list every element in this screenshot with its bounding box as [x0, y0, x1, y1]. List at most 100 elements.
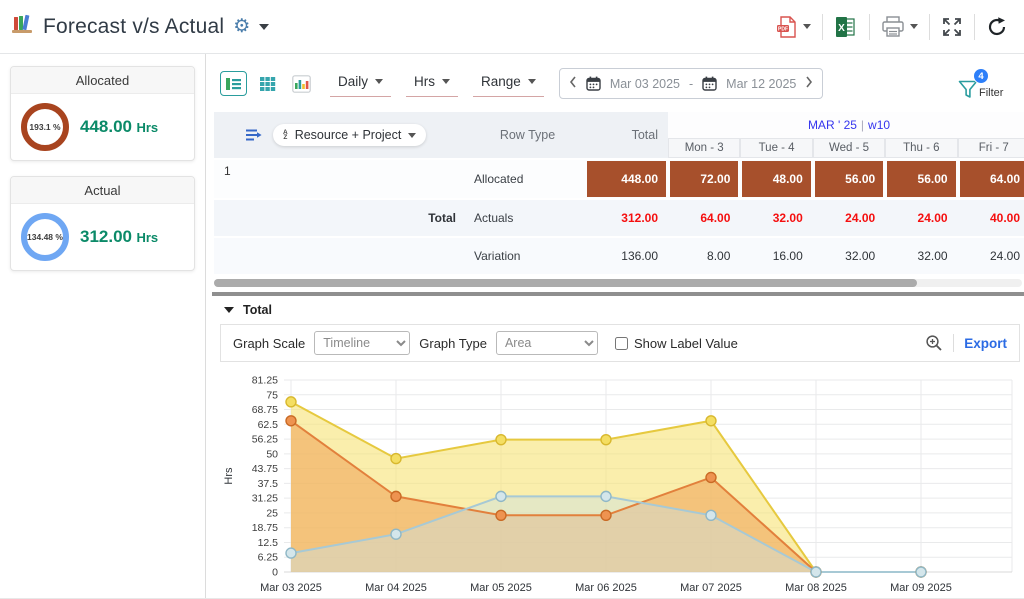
forecast-table: AZ Resource + Project Row Type Total MAR…	[214, 112, 1024, 274]
date-from[interactable]: Mar 03 2025	[610, 77, 680, 91]
title-dropdown-caret-icon[interactable]	[259, 24, 269, 30]
chevron-down-icon	[408, 133, 416, 138]
row-index	[214, 198, 242, 236]
svg-text:68.75: 68.75	[252, 404, 278, 416]
export-pdf-button[interactable]: PDF	[776, 15, 811, 39]
svg-text:62.5: 62.5	[258, 419, 279, 431]
allocated-card-title: Allocated	[11, 67, 194, 94]
area-chart: 06.2512.518.752531.2537.543.755056.2562.…	[212, 362, 1024, 599]
actual-unit: Hrs	[136, 230, 158, 245]
allocated-percent-ring: 193.1 %	[21, 103, 69, 151]
view-toolbar: Daily Hrs Range	[212, 66, 1024, 112]
refresh-button[interactable]	[986, 16, 1008, 38]
unit-dropdown[interactable]: Hrs	[406, 68, 458, 97]
svg-text:Mar 08 2025: Mar 08 2025	[785, 582, 847, 594]
day-cell: 8.00	[668, 236, 740, 274]
divider	[953, 334, 954, 352]
group-label	[242, 158, 470, 198]
graph-type-select[interactable]: Area	[496, 331, 598, 355]
svg-text:75: 75	[266, 389, 278, 401]
print-button[interactable]	[881, 16, 918, 38]
svg-text:Mar 07 2025: Mar 07 2025	[680, 582, 742, 594]
day-cell: 48.00	[742, 161, 810, 197]
next-period-button[interactable]	[805, 76, 813, 91]
chart-view-button[interactable]	[288, 71, 315, 96]
svg-text:0: 0	[272, 567, 278, 579]
day-cell: 16.00	[740, 236, 812, 274]
date-separator: -	[689, 77, 693, 91]
graph-scale-label: Graph Scale	[233, 336, 305, 351]
scrollbar-thumb[interactable]	[214, 279, 917, 287]
total-cell: 448.00	[587, 161, 666, 197]
range-mode-value: Range	[481, 74, 521, 89]
day-cell: 24.00	[885, 198, 957, 236]
allocated-unit: Hrs	[136, 120, 158, 135]
show-label-value-checkbox[interactable]	[615, 337, 628, 350]
group-label: Total	[242, 198, 470, 236]
zoom-in-icon[interactable]	[925, 334, 943, 352]
total-cell: 312.00	[585, 198, 668, 236]
svg-text:Mar 05 2025: Mar 05 2025	[470, 582, 532, 594]
actual-card: Actual 134.48 % 312.00 Hrs	[10, 176, 195, 271]
day-cell: 24.00	[958, 236, 1024, 274]
collapse-triangle-icon	[224, 307, 234, 313]
svg-text:Mar 03 2025: Mar 03 2025	[260, 582, 322, 594]
frequency-value: Daily	[338, 74, 368, 89]
fullscreen-button[interactable]	[941, 16, 963, 38]
graph-scale-select[interactable]: Timeline	[314, 331, 410, 355]
sort-order-icon[interactable]	[244, 126, 263, 144]
prev-period-button[interactable]	[569, 76, 577, 91]
actual-card-title: Actual	[11, 177, 194, 204]
svg-text:PDF: PDF	[778, 26, 788, 32]
grid-view-button[interactable]	[254, 71, 281, 96]
az-sort-icon: AZ	[283, 130, 288, 141]
allocated-hours: 448.00	[80, 117, 132, 136]
calendar-icon[interactable]	[702, 76, 717, 91]
group-by-value: Resource + Project	[295, 128, 402, 142]
date-to[interactable]: Mar 12 2025	[726, 77, 796, 91]
chevron-down-icon	[442, 79, 450, 84]
unit-value: Hrs	[414, 74, 435, 89]
graph-section-title: Total	[243, 303, 272, 317]
horizontal-scrollbar[interactable]	[214, 279, 1022, 287]
day-cell: 56.00	[887, 161, 955, 197]
filter-button[interactable]: 4 Filter	[948, 68, 1014, 104]
day-header: Wed - 5	[813, 138, 885, 158]
export-link[interactable]: Export	[964, 336, 1007, 351]
divider	[869, 14, 870, 40]
date-range-picker: Mar 03 2025 - Mar 12 2025	[559, 68, 824, 99]
group-label	[242, 236, 470, 274]
pdf-options-caret-icon[interactable]	[803, 24, 811, 29]
fullscreen-icon	[941, 16, 963, 38]
day-cell: 32.00	[813, 236, 885, 274]
actual-hours: 312.00	[80, 227, 132, 246]
svg-text:12.5: 12.5	[258, 537, 279, 549]
calendar-icon[interactable]	[586, 76, 601, 91]
pdf-export-icon: PDF	[776, 15, 798, 39]
divider	[929, 14, 930, 40]
day-cell: 40.00	[958, 198, 1024, 236]
range-mode-dropdown[interactable]: Range	[473, 68, 544, 97]
main-panel: Daily Hrs Range	[206, 54, 1024, 598]
frequency-dropdown[interactable]: Daily	[330, 68, 391, 97]
group-by-dropdown[interactable]: AZ Resource + Project	[273, 124, 426, 146]
print-options-caret-icon[interactable]	[910, 24, 918, 29]
row-type-header: Row Type	[470, 112, 585, 158]
day-cell: 32.00	[740, 198, 812, 236]
day-header: Fri - 7	[958, 138, 1024, 158]
index-header	[214, 112, 242, 158]
graph-section-toggle[interactable]: Total	[212, 296, 1024, 322]
list-view-button[interactable]	[220, 71, 247, 96]
row-type-label: Variation	[470, 236, 585, 274]
chevron-down-icon	[375, 79, 383, 84]
settings-gear-icon[interactable]: ⚙	[233, 17, 250, 36]
graph-type-label: Graph Type	[419, 336, 487, 351]
list-view-icon	[225, 76, 242, 92]
row-type-label: Actuals	[470, 198, 585, 236]
summary-sidebar: Allocated 193.1 % 448.00 Hrs Actual 134.…	[0, 54, 206, 598]
table-row-actuals: Total Actuals 312.00 64.00 32.00 24.00 2…	[214, 198, 1024, 236]
svg-text:37.5: 37.5	[258, 478, 279, 490]
export-excel-button[interactable]: X	[834, 16, 858, 38]
allocated-card: Allocated 193.1 % 448.00 Hrs	[10, 66, 195, 161]
allocated-percent: 193.1 %	[29, 122, 60, 132]
